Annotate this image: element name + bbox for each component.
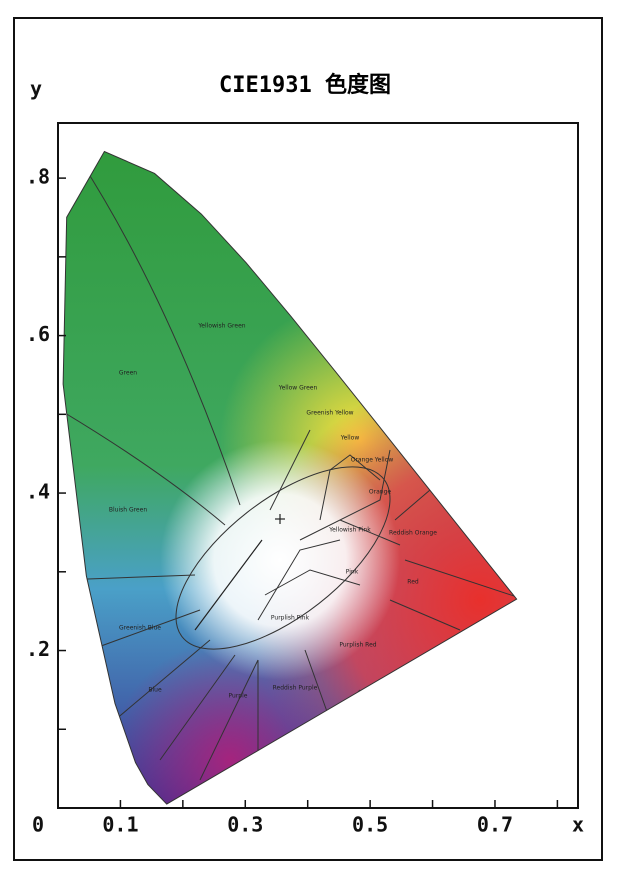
region-label: Greenish Blue xyxy=(119,625,161,632)
region-label: Reddish Purple xyxy=(273,685,318,692)
region-label: Purple xyxy=(229,693,248,700)
y-axis-label: y xyxy=(30,77,42,101)
plot-frame xyxy=(57,122,579,809)
region-label: Blue xyxy=(148,687,162,694)
region-label: Yellow Green xyxy=(278,385,318,392)
x-tick-label: 0.5 xyxy=(352,813,388,837)
x-axis-label: x xyxy=(572,813,584,837)
outer-frame xyxy=(13,17,603,861)
region-label: Green xyxy=(119,370,137,377)
region-label: Greenish Yellow xyxy=(306,410,353,417)
region-label: Orange xyxy=(369,489,391,496)
y-tick-label: .8 xyxy=(26,165,50,189)
x-tick-label: 0 xyxy=(32,813,44,837)
region-label: Pink xyxy=(346,569,359,576)
region-label: Orange Yellow xyxy=(351,457,394,464)
region-label: Reddish Orange xyxy=(389,530,437,537)
x-tick-label: 0.7 xyxy=(477,813,513,837)
chart-title: CIE1931 色度图 xyxy=(219,72,391,98)
region-label: Red xyxy=(407,579,419,586)
x-tick-label: 0.1 xyxy=(102,813,138,837)
region-label: Yellowish Green xyxy=(197,323,245,330)
y-tick-label: .6 xyxy=(26,322,50,346)
color-fill xyxy=(63,151,517,805)
white-point xyxy=(194,514,285,631)
y-tick-label: .2 xyxy=(26,637,50,661)
x-tick-label: 0.3 xyxy=(227,813,263,837)
y-tick-label: .4 xyxy=(26,480,50,504)
region-label: Yellow xyxy=(340,435,360,442)
region-label: Purplish Pink xyxy=(271,615,310,622)
region-label: Purplish Red xyxy=(339,642,376,649)
region-label: Bluish Green xyxy=(109,507,147,514)
spectral-locus xyxy=(62,150,518,805)
region-label: Yellowish Pink xyxy=(328,527,371,534)
